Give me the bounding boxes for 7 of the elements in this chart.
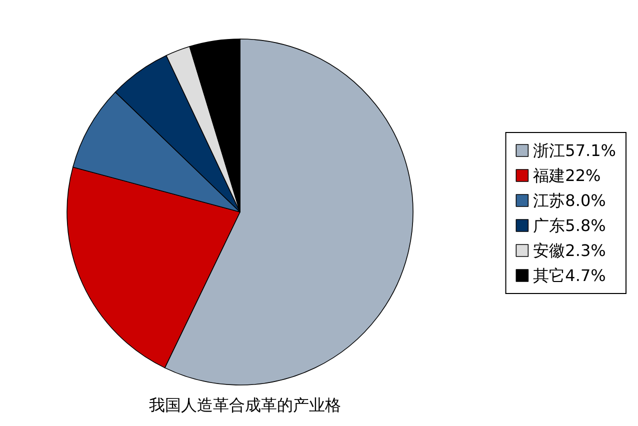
legend-label: 其它4.7% (533, 266, 606, 285)
legend-label: 江苏8.0% (533, 191, 606, 210)
legend-label: 福建22% (533, 166, 601, 185)
legend-label: 安徽2.3% (533, 241, 606, 260)
text: 我国人造革合成革的产业格 (149, 396, 341, 414)
legend-label: 浙江57.1% (533, 141, 616, 160)
legend-label: 广东5.8% (533, 216, 606, 235)
